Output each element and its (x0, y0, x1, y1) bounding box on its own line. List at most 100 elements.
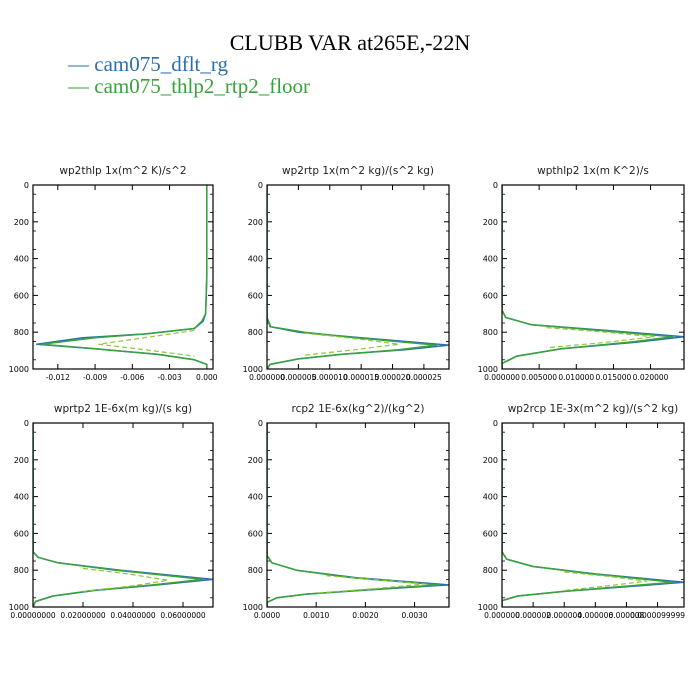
x-tick-label: 0.020000 (633, 373, 669, 382)
y-tick-label: 600 (14, 291, 29, 300)
y-tick-label: 0 (24, 419, 29, 428)
series-line-2 (98, 329, 195, 357)
y-tick-label: 600 (483, 291, 498, 300)
y-tick-label: 1000 (9, 603, 29, 612)
y-tick-label: 200 (483, 218, 498, 227)
legend-entry-dflt: — cam075_dflt_rg (68, 52, 229, 76)
y-tick-label: 0 (493, 181, 498, 190)
x-tick-label: 0.000008 (609, 611, 645, 620)
y-tick-label: 600 (248, 529, 263, 538)
y-tick-label: 200 (483, 456, 498, 465)
y-tick-label: 0 (24, 181, 29, 190)
y-tick-label: 400 (483, 255, 498, 264)
x-tick-label: 0.000000 (249, 373, 285, 382)
series-line-1 (33, 423, 204, 607)
series-line-2 (546, 327, 655, 349)
series-line-1 (40, 185, 208, 369)
x-tick-label: 0.000015 (343, 373, 379, 382)
x-tick-label: 0.000004 (546, 611, 582, 620)
x-tick-label: 0.0000099999 (630, 611, 685, 620)
y-tick-label: 1000 (243, 365, 263, 374)
y-tick-label: 800 (483, 328, 498, 337)
series-line-2 (564, 571, 648, 591)
x-tick-label: 0.000020 (375, 373, 411, 382)
panel-3: wprtp2 1E-6x(m kg)/(s kg) 0 200 400 600 800 10… (9, 403, 214, 620)
x-tick-label: 0.02000000 (60, 611, 106, 620)
y-tick-label: 400 (483, 493, 498, 502)
y-tick-label: 200 (14, 456, 29, 465)
plot-frame (266, 184, 450, 370)
series-line-0 (267, 185, 449, 369)
x-tick-label: -0.012 (46, 373, 70, 382)
y-tick-label: 400 (14, 255, 29, 264)
y-tick-label: 200 (248, 218, 263, 227)
y-tick-label: 1000 (478, 603, 498, 612)
panel-title: wpthlp2 1x(m K^2)/s (537, 165, 649, 177)
x-tick-label: 0.000025 (406, 373, 442, 382)
plot-frame (32, 184, 214, 370)
y-tick-label: 600 (483, 529, 498, 538)
x-tick-label: 0.0020 (352, 611, 378, 620)
series-line-1 (502, 423, 674, 607)
figure-title: CLUBB VAR at265E,-22N (229, 30, 471, 55)
y-tick-label: 800 (14, 328, 29, 337)
x-tick-label: 0.000005 (280, 373, 316, 382)
x-tick-label: 0.06000000 (160, 611, 206, 620)
panel-4: rcp2 1E-6x(kg^2)/(kg^2) 0 200 400 600 800 1000… (243, 403, 450, 620)
panel-title: wprtp2 1E-6x(m kg)/(s kg) (54, 403, 192, 415)
x-tick-label: 0.04000000 (110, 611, 156, 620)
x-tick-label: 0.000006 (577, 611, 613, 620)
plot-frame (501, 422, 685, 608)
panel-title: wp2rcp 1E-3x(m^2 kg)/(s^2 kg) (508, 403, 679, 415)
series-line-1 (502, 185, 674, 369)
x-tick-label: 0.000000 (484, 373, 520, 382)
y-tick-label: 800 (14, 566, 29, 575)
series-line-2 (316, 575, 425, 594)
x-tick-label: 0.015000 (596, 373, 632, 382)
plot-frame (32, 422, 214, 608)
series-line-2 (82, 567, 169, 592)
x-tick-label: -0.009 (83, 373, 107, 382)
x-tick-label: 0.000 (196, 373, 218, 382)
series-line-0 (502, 185, 684, 369)
series-line-1 (267, 423, 440, 607)
y-tick-label: 800 (483, 566, 498, 575)
y-tick-label: 400 (14, 493, 29, 502)
x-tick-label: 0.005000 (521, 373, 557, 382)
series-line-0 (502, 423, 684, 607)
x-tick-label: -0.006 (120, 373, 144, 382)
y-tick-label: 0 (258, 181, 263, 190)
series-line-0 (33, 423, 213, 607)
panel-title: rcp2 1E-6x(kg^2)/(kg^2) (292, 403, 425, 415)
x-tick-label: 0.000000 (484, 611, 520, 620)
y-tick-label: 800 (248, 566, 263, 575)
y-tick-label: 400 (248, 493, 263, 502)
y-tick-label: 1000 (243, 603, 263, 612)
y-tick-label: 0 (493, 419, 498, 428)
legend-entry-floor: — cam075_thlp2_rtp2_floor (68, 74, 311, 98)
x-tick-label: -0.003 (157, 373, 181, 382)
y-tick-label: 1000 (9, 365, 29, 374)
y-tick-label: 0 (258, 419, 263, 428)
y-tick-label: 200 (248, 456, 263, 465)
y-tick-label: 1000 (478, 365, 498, 374)
x-tick-label: 0.010000 (558, 373, 594, 382)
y-tick-label: 200 (14, 218, 29, 227)
panel-5: wp2rcp 1E-3x(m^2 kg)/(s^2 kg) 0 200 400 600 8… (478, 403, 686, 620)
y-tick-label: 600 (248, 291, 263, 300)
series-line-0 (267, 423, 449, 607)
panel-title: wp2rtp 1x(m^2 kg)/(s^2 kg) (282, 165, 434, 177)
panel-title: wp2thlp 1x(m^2 K)/s^2 (59, 165, 186, 177)
plot-frame (266, 422, 450, 608)
x-tick-label: 0.000010 (312, 373, 348, 382)
x-tick-label: 0.0030 (401, 611, 427, 620)
x-tick-label: 0.0000 (254, 611, 280, 620)
plot-frame (501, 184, 685, 370)
x-tick-label: 0.0010 (303, 611, 329, 620)
x-tick-label: 0.000002 (515, 611, 551, 620)
y-tick-label: 600 (14, 529, 29, 538)
panel-1: wp2rtp 1x(m^2 kg)/(s^2 kg) 0 200 400 600 800 1… (243, 165, 450, 382)
series-line-1 (267, 185, 438, 369)
panel-2: wpthlp2 1x(m K^2)/s020040060080010000.00… (478, 165, 685, 382)
